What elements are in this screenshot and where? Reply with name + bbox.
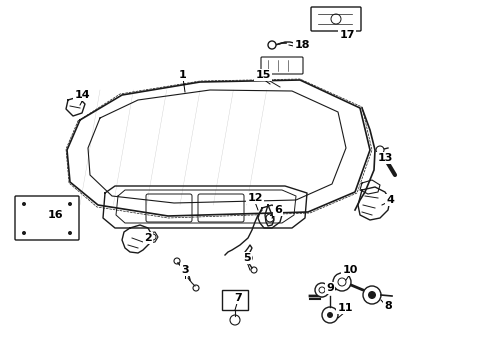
Text: 18: 18 <box>294 40 310 50</box>
Text: 15: 15 <box>255 70 270 80</box>
Circle shape <box>363 286 381 304</box>
Circle shape <box>327 312 333 318</box>
Text: 12: 12 <box>247 193 263 203</box>
Polygon shape <box>67 80 370 216</box>
Text: 5: 5 <box>243 253 251 263</box>
Text: 13: 13 <box>377 153 392 163</box>
Circle shape <box>68 202 72 206</box>
Polygon shape <box>122 225 152 253</box>
Text: 14: 14 <box>74 90 90 100</box>
Polygon shape <box>66 97 85 116</box>
Text: 9: 9 <box>326 283 334 293</box>
Text: 17: 17 <box>339 30 355 40</box>
Circle shape <box>376 146 384 154</box>
Text: 7: 7 <box>234 293 242 303</box>
Circle shape <box>22 231 26 235</box>
FancyBboxPatch shape <box>222 290 248 310</box>
Text: 1: 1 <box>179 70 187 80</box>
FancyBboxPatch shape <box>261 57 303 74</box>
Text: 11: 11 <box>337 303 353 313</box>
Text: 8: 8 <box>384 301 392 311</box>
Circle shape <box>68 231 72 235</box>
FancyBboxPatch shape <box>15 196 79 240</box>
Circle shape <box>333 273 351 291</box>
FancyBboxPatch shape <box>311 7 361 31</box>
Text: 10: 10 <box>343 265 358 275</box>
Circle shape <box>315 283 329 297</box>
Text: 6: 6 <box>274 205 282 215</box>
Circle shape <box>322 307 338 323</box>
Polygon shape <box>103 186 307 228</box>
Circle shape <box>22 202 26 206</box>
Polygon shape <box>358 187 390 220</box>
Circle shape <box>368 291 376 299</box>
Circle shape <box>268 41 276 49</box>
Text: 4: 4 <box>386 195 394 205</box>
Polygon shape <box>258 205 282 228</box>
Polygon shape <box>360 180 380 194</box>
Text: 2: 2 <box>144 233 152 243</box>
Text: 3: 3 <box>181 265 189 275</box>
Text: 16: 16 <box>47 210 63 220</box>
